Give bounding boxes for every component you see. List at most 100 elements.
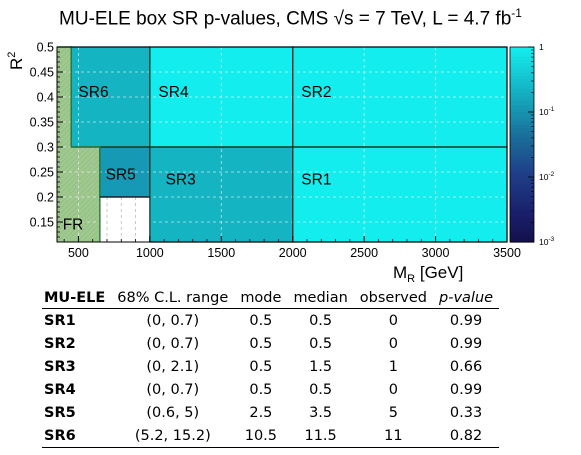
axes-layer: 500 1000 1500 2000 2500 3000 3500 0.15 0.2 0.25 0.… bbox=[6, 41, 521, 286]
y-axis-title-main: R bbox=[7, 58, 26, 70]
colorbar-segment bbox=[510, 212, 534, 217]
colorbar-segment bbox=[510, 199, 534, 204]
colorbar-segment bbox=[510, 60, 534, 64]
region-label-sr6: SR6 bbox=[78, 84, 108, 101]
table-cell: (0, 0.7) bbox=[146, 335, 200, 352]
colorbar-segment bbox=[510, 180, 534, 185]
y-tick-label: 0.2 bbox=[37, 191, 54, 205]
y-tick-label: 0.45 bbox=[30, 66, 54, 80]
colorbar-tick-label: 10-3 bbox=[539, 236, 555, 247]
colorbar-tick-base: 10 bbox=[539, 107, 549, 117]
plot-frame bbox=[56, 46, 508, 243]
colorbar-tick-label: 1 bbox=[539, 42, 544, 52]
title-energy: = 7 TeV, L = 4.7 fb bbox=[358, 8, 512, 30]
table-row: SR5 (0.6, 5) 2.5 3.5 5 0.33 bbox=[42, 401, 499, 424]
colorbar-segment bbox=[510, 92, 534, 97]
colorbar-tick-exp: -1 bbox=[548, 106, 554, 113]
colorbar-tick-base: 10 bbox=[539, 172, 549, 182]
y-axis-title: R2 bbox=[6, 52, 26, 70]
table-cell: 0.33 bbox=[449, 404, 483, 421]
colorbar-segment bbox=[510, 79, 534, 84]
table-cell: 0.82 bbox=[449, 427, 483, 444]
colorbar-segment bbox=[510, 160, 534, 165]
colorbar-segment bbox=[510, 209, 534, 214]
colorbar-segment bbox=[510, 138, 534, 142]
table-cell: 5 bbox=[388, 404, 399, 421]
table-row: SR4 (0, 0.7) 0.5 0.5 0 0.99 bbox=[42, 378, 499, 401]
colorbar-segment bbox=[510, 47, 534, 51]
colorbar-segment bbox=[510, 56, 534, 61]
table-cell: 11 bbox=[384, 427, 403, 444]
table-cell: 0.99 bbox=[449, 335, 483, 352]
color-scale-bar: 110-110-210-3 bbox=[509, 42, 555, 247]
table-cell: 0 bbox=[388, 312, 399, 329]
table-cell: 0.5 bbox=[249, 335, 273, 352]
x-tick-label: 3000 bbox=[422, 246, 450, 260]
table-row: SR6 (5.2, 15.2) 10.5 11.5 11 0.82 bbox=[42, 424, 500, 448]
chart-title: MU-ELE box SR p-values, CMS √s = 7 TeV, … bbox=[0, 6, 581, 30]
colorbar-segment bbox=[510, 66, 534, 71]
sqrt-s-symbol: √s bbox=[333, 8, 359, 30]
table-cell: 0.99 bbox=[449, 312, 483, 329]
colorbar-segment bbox=[510, 157, 534, 162]
table-cell: 0.5 bbox=[309, 335, 333, 352]
colorbar-segment bbox=[510, 86, 534, 90]
colorbar-segment bbox=[510, 99, 534, 103]
table-cell: SR6 bbox=[44, 427, 76, 444]
colorbar-segment bbox=[510, 164, 534, 168]
table-body: SR1 (0, 0.7) 0.5 0.5 0 0.99 SR2 (0, 0.7) 0.5 0.5 0… bbox=[42, 309, 500, 448]
table-cell: 11.5 bbox=[304, 427, 337, 444]
colorbar-segment bbox=[510, 89, 534, 94]
y-tick-label: 0.25 bbox=[30, 166, 54, 180]
colorbar-segment bbox=[510, 206, 534, 211]
table-cell: (0, 2.1) bbox=[146, 358, 200, 375]
colorbar-segment bbox=[510, 95, 534, 100]
colorbar-tick-label: 10-2 bbox=[539, 171, 555, 182]
colorbar-segment bbox=[510, 76, 534, 81]
colorbar-segment bbox=[510, 229, 534, 233]
table-cell: 0 bbox=[388, 381, 399, 398]
header-cell: 68% C.L. range bbox=[117, 290, 229, 306]
table-cell: (0, 0.7) bbox=[146, 381, 200, 398]
table-cell: 0.5 bbox=[249, 358, 273, 375]
colorbar-segment bbox=[510, 216, 534, 220]
table-cell: 0.99 bbox=[449, 381, 483, 398]
y-tick-label: 0.5 bbox=[37, 41, 54, 55]
region-label-sr5: SR5 bbox=[106, 167, 136, 184]
x-tick-label: 1000 bbox=[136, 246, 164, 260]
colorbar-segment bbox=[510, 190, 534, 194]
colorbar-tick-base: 10 bbox=[539, 237, 549, 247]
colorbar-segment bbox=[510, 225, 534, 230]
table-row: SR1 (0, 0.7) 0.5 0.5 0 0.99 bbox=[42, 309, 499, 333]
table-cell: 1.5 bbox=[309, 358, 333, 375]
region-label-sr1: SR1 bbox=[301, 172, 331, 189]
colorbar-segment bbox=[510, 134, 534, 139]
table-cell: (0, 0.7) bbox=[146, 312, 200, 329]
colorbar-segment bbox=[510, 167, 534, 172]
colorbar-segment bbox=[510, 235, 534, 240]
colorbar-segment bbox=[510, 147, 534, 152]
fr-hatch-line bbox=[57, 47, 100, 242]
fr-hatch-line bbox=[57, 47, 100, 242]
table-cell: SR1 bbox=[44, 312, 76, 329]
table-cell: 0.5 bbox=[249, 381, 273, 398]
region-label-fr: FR bbox=[63, 217, 84, 234]
colorbar-segment bbox=[510, 63, 534, 68]
colorbar-segment bbox=[510, 222, 534, 227]
colorbar-segment bbox=[510, 151, 534, 155]
heatmap-plot: SR6 SR4 SR2 SR5 SR3 SR1 FR 500 1000 1500 2000 2500… bbox=[6, 41, 555, 286]
y-tick-label: 0.35 bbox=[30, 116, 54, 130]
x-tick-label: 2500 bbox=[350, 246, 378, 260]
table-cell: 3.5 bbox=[309, 404, 333, 421]
colorbar-segment bbox=[510, 203, 534, 207]
colorbar-segment bbox=[510, 193, 534, 198]
colorbar-segment bbox=[510, 82, 534, 87]
colorbar-segment bbox=[510, 219, 534, 224]
region-label-sr4: SR4 bbox=[158, 84, 189, 101]
colorbar-segment bbox=[510, 50, 534, 55]
region-label-sr2: SR2 bbox=[301, 84, 331, 101]
colorbar-segment bbox=[510, 105, 534, 110]
colorbar-segment bbox=[510, 154, 534, 159]
colorbar-segment bbox=[510, 177, 534, 181]
y-tick-label: 0.4 bbox=[37, 91, 54, 105]
